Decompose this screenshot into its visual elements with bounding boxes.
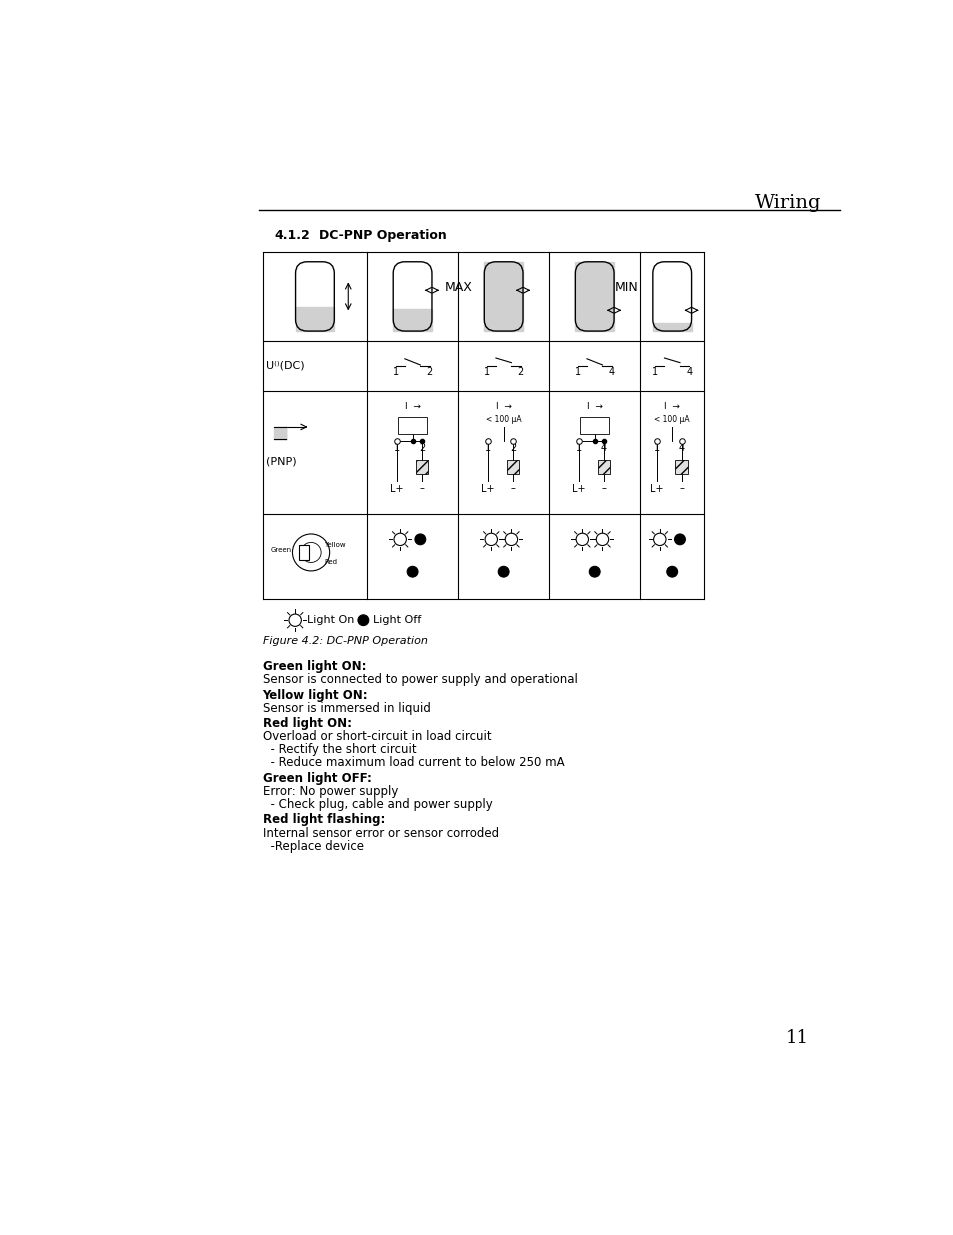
Circle shape	[497, 567, 509, 577]
Text: < 3 V: < 3 V	[583, 426, 604, 435]
Text: Light Off: Light Off	[373, 615, 420, 625]
Text: I  →: I →	[586, 403, 602, 411]
Text: 1: 1	[652, 367, 658, 377]
Text: 1: 1	[483, 367, 489, 377]
Text: MAX: MAX	[444, 280, 472, 294]
Text: Wiring: Wiring	[754, 194, 821, 212]
Text: L+: L+	[481, 484, 495, 494]
Bar	[506, 461, 518, 474]
Circle shape	[407, 567, 417, 577]
Text: –: –	[601, 484, 606, 494]
Bar	[598, 461, 610, 474]
Text: L+: L+	[390, 484, 403, 494]
Text: (PNP): (PNP)	[266, 456, 296, 466]
Text: 4: 4	[608, 367, 614, 377]
Text: 2: 2	[517, 367, 523, 377]
Text: Green light ON:: Green light ON:	[262, 661, 366, 673]
Circle shape	[293, 534, 330, 571]
Text: L+: L+	[649, 484, 662, 494]
Text: < 100 μA: < 100 μA	[485, 415, 521, 424]
Circle shape	[505, 534, 517, 546]
Circle shape	[301, 542, 321, 562]
Text: Yellow: Yellow	[324, 542, 346, 548]
Text: 11: 11	[785, 1029, 808, 1046]
Circle shape	[666, 567, 677, 577]
Text: < 3 V: < 3 V	[401, 426, 423, 435]
Text: -Replace device: -Replace device	[262, 840, 363, 852]
Text: I  →: I →	[496, 403, 511, 411]
Text: Red light flashing:: Red light flashing:	[262, 814, 385, 826]
Text: 1: 1	[484, 443, 491, 453]
Text: Overload or short-circuit in load circuit: Overload or short-circuit in load circui…	[262, 730, 491, 743]
Text: MIN: MIN	[615, 280, 639, 294]
Text: Light On: Light On	[307, 615, 354, 625]
Text: Error: No power supply: Error: No power supply	[262, 785, 397, 798]
Text: 4: 4	[678, 443, 684, 453]
Text: –: –	[679, 484, 683, 494]
Bar	[484, 262, 522, 331]
Circle shape	[394, 534, 406, 546]
Bar	[416, 461, 428, 474]
Text: Sensor is immersed in liquid: Sensor is immersed in liquid	[262, 701, 430, 715]
Text: 1: 1	[576, 443, 581, 453]
Circle shape	[589, 567, 599, 577]
Text: Figure 4.2: DC-PNP Operation: Figure 4.2: DC-PNP Operation	[262, 636, 427, 646]
Text: - Rectify the short circuit: - Rectify the short circuit	[262, 743, 416, 756]
Text: 2: 2	[418, 443, 425, 453]
Text: Sensor is connected to power supply and operational: Sensor is connected to power supply and …	[262, 673, 577, 687]
Bar	[393, 309, 432, 331]
Text: Red light ON:: Red light ON:	[262, 718, 352, 730]
Text: 2: 2	[509, 443, 516, 453]
Bar	[652, 322, 691, 331]
Text: 2: 2	[426, 367, 433, 377]
Text: ΔU: ΔU	[588, 419, 600, 427]
Bar	[579, 417, 609, 435]
Text: < 100 μA: < 100 μA	[654, 415, 689, 424]
Text: Red: Red	[324, 559, 336, 566]
Text: - Reduce maximum load current to below 250 mA: - Reduce maximum load current to below 2…	[262, 757, 563, 769]
Bar	[299, 545, 309, 561]
Text: - Check plug, cable and power supply: - Check plug, cable and power supply	[262, 798, 492, 811]
Text: ΔU: ΔU	[406, 419, 418, 427]
Text: 4: 4	[600, 443, 606, 453]
Bar	[295, 306, 334, 331]
Bar	[274, 427, 286, 440]
Text: Yellow light ON:: Yellow light ON:	[262, 689, 368, 701]
Circle shape	[596, 534, 608, 546]
Circle shape	[357, 615, 369, 626]
Text: I  →: I →	[663, 403, 679, 411]
Text: Green: Green	[271, 547, 292, 553]
Circle shape	[674, 534, 684, 545]
Text: 1: 1	[394, 443, 399, 453]
Text: –: –	[419, 484, 424, 494]
Text: DC-PNP Operation: DC-PNP Operation	[319, 228, 447, 242]
Text: 1: 1	[574, 367, 580, 377]
Circle shape	[653, 534, 665, 546]
Bar	[575, 262, 614, 331]
Text: Internal sensor error or sensor corroded: Internal sensor error or sensor corroded	[262, 826, 498, 840]
Bar	[397, 417, 427, 435]
Text: Green light OFF:: Green light OFF:	[262, 772, 371, 785]
Circle shape	[415, 534, 425, 545]
Text: 4: 4	[685, 367, 692, 377]
Circle shape	[484, 534, 497, 546]
Circle shape	[576, 534, 588, 546]
Text: 1: 1	[653, 443, 659, 453]
Text: I  →: I →	[404, 403, 420, 411]
Text: 4.1.2: 4.1.2	[274, 228, 310, 242]
Text: 1: 1	[392, 367, 398, 377]
Text: U⁽⁾(DC): U⁽⁾(DC)	[266, 361, 305, 370]
Circle shape	[289, 614, 301, 626]
Text: L+: L+	[572, 484, 585, 494]
Text: –: –	[510, 484, 515, 494]
Bar	[675, 461, 687, 474]
